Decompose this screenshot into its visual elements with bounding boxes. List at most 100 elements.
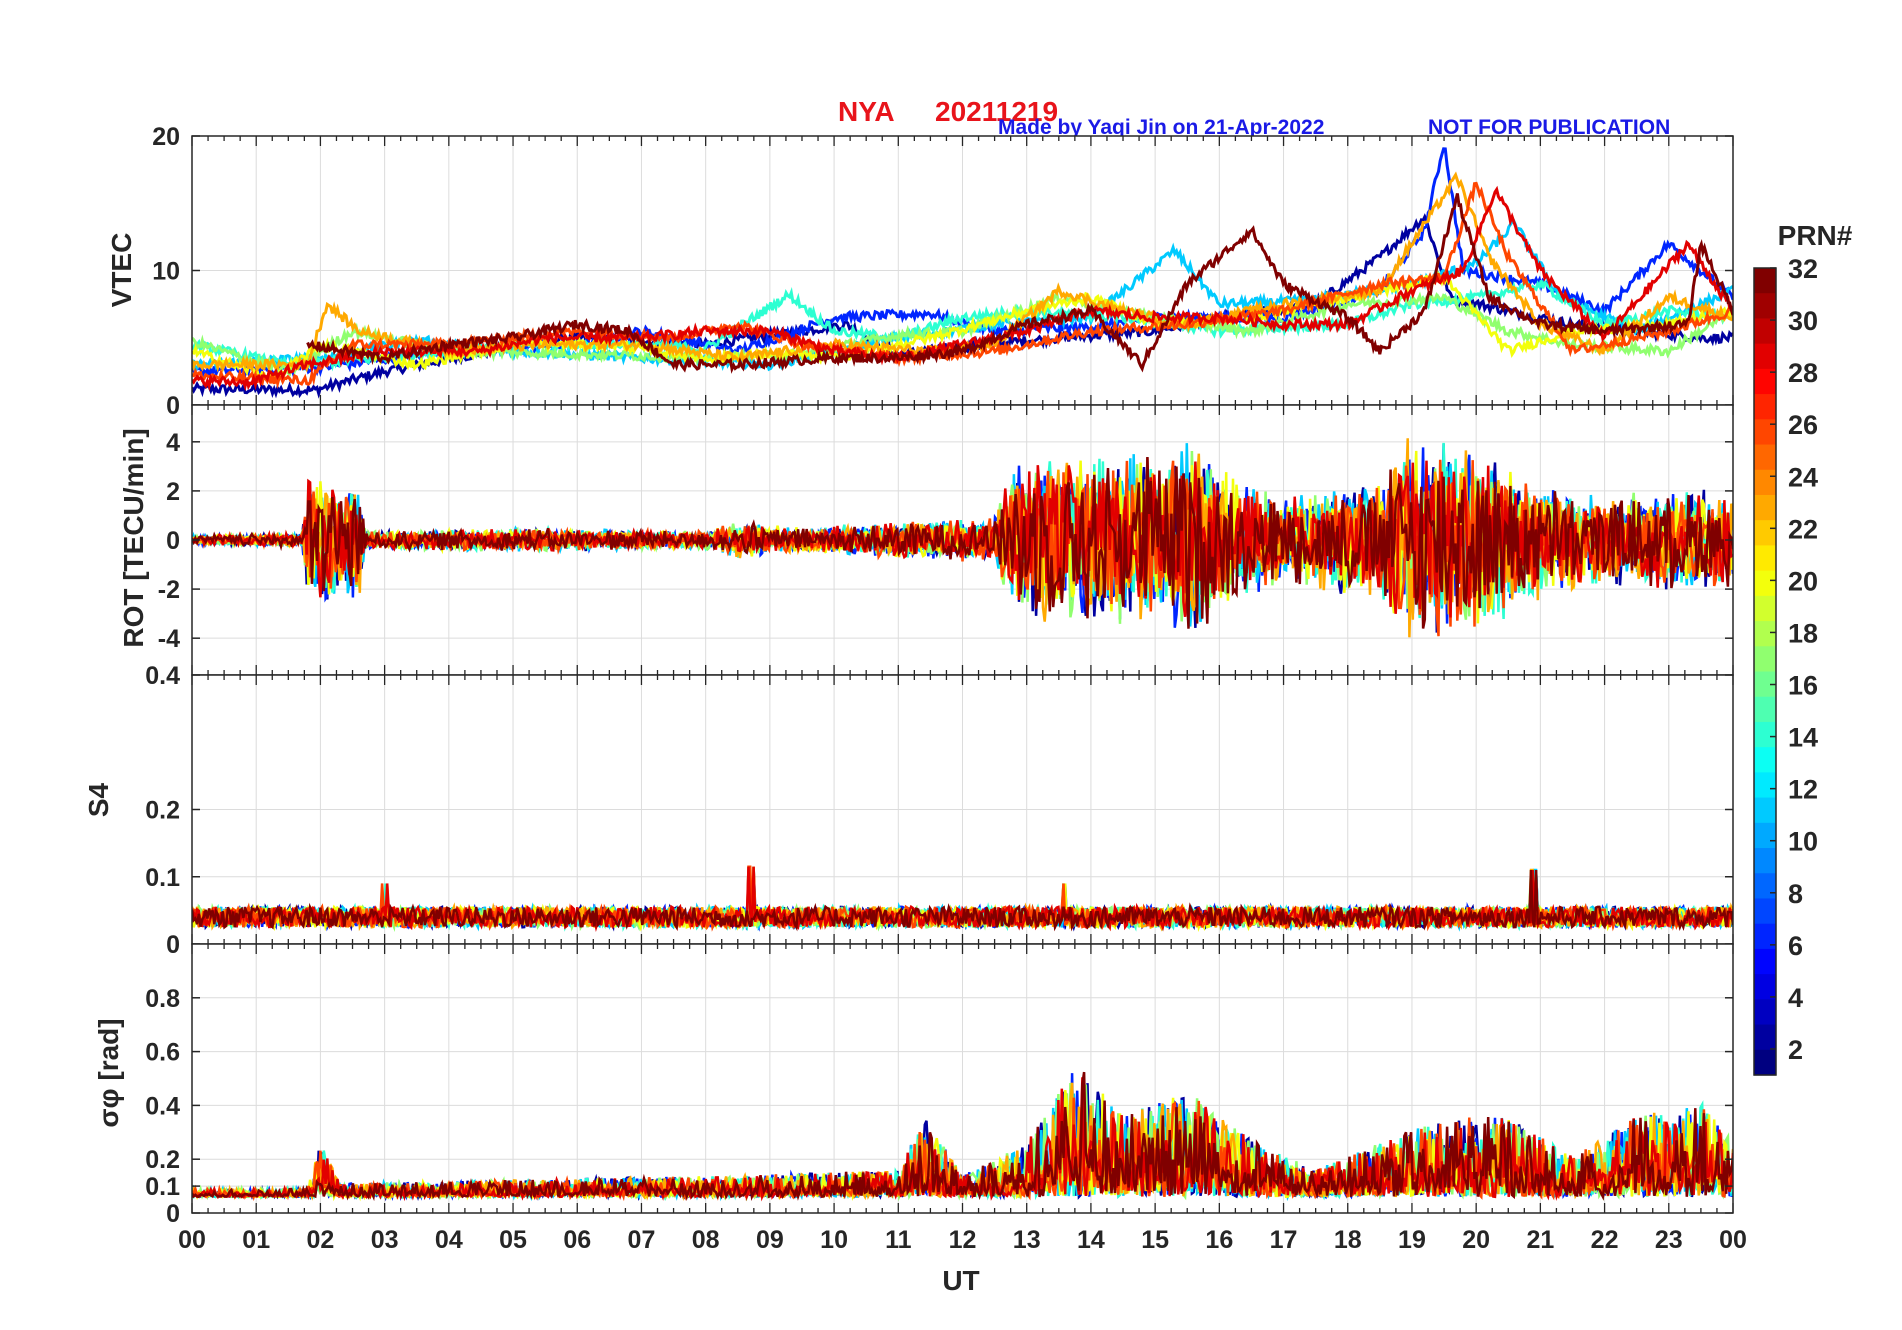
colorbar-level xyxy=(1754,974,1776,1000)
colorbar-tick-label: 22 xyxy=(1788,514,1818,544)
x-tick-label: 00 xyxy=(1719,1226,1747,1254)
x-tick-label: 01 xyxy=(242,1226,270,1254)
x-tick-label: 00 xyxy=(178,1226,206,1254)
x-tick-label: 15 xyxy=(1141,1226,1169,1254)
date-title: 20211219 xyxy=(935,96,1058,127)
rot-ytick-label: -4 xyxy=(158,625,180,653)
sigphi-ytick-label: 0.8 xyxy=(145,985,180,1013)
rot-panel: -4 -2 0 2 4 ROT [TECU/min] xyxy=(118,404,1734,676)
made-by-note: Made by Yaqi Jin on 21-Apr-2022 xyxy=(998,116,1324,139)
colorbar-level xyxy=(1754,772,1776,799)
publication-notice: NOT FOR PUBLICATION xyxy=(1428,116,1670,139)
x-tick-label: 03 xyxy=(371,1226,399,1254)
x-tick-label: 19 xyxy=(1398,1226,1426,1254)
colorbar-level xyxy=(1754,848,1776,874)
colorbar-level xyxy=(1754,948,1776,975)
colorbar-level xyxy=(1754,1024,1776,1051)
colorbar-tick-label: 4 xyxy=(1788,983,1803,1013)
x-tick-label: 20 xyxy=(1462,1226,1490,1254)
colorbar-tick-label: 14 xyxy=(1788,723,1818,753)
colorbar-title: PRN# xyxy=(1778,220,1853,251)
colorbar-level xyxy=(1754,343,1776,370)
colorbar-level xyxy=(1754,419,1776,446)
x-tick-label: 02 xyxy=(307,1226,335,1254)
colorbar-frame xyxy=(1753,267,1777,1076)
colorbar-level xyxy=(1754,444,1776,471)
colorbar-tick-label: 12 xyxy=(1788,775,1818,805)
x-tick-label: 22 xyxy=(1591,1226,1619,1254)
rot-series-prn-32 xyxy=(192,456,1733,629)
colorbar-level xyxy=(1754,520,1776,547)
x-tick-label: 10 xyxy=(820,1226,848,1254)
station-title: NYA xyxy=(838,96,895,127)
colorbar-level xyxy=(1754,822,1776,849)
vtec-ytick-label: 20 xyxy=(152,123,180,151)
colorbar-level xyxy=(1754,268,1776,294)
x-tick-labels: 00 01 02 03 04 05 06 07 08 09 10 11 12 13 14 15 16 17 18 19… xyxy=(178,1226,1747,1254)
vtec-ytick-label: 0 xyxy=(166,392,180,420)
sigphi-ytick-label: 0 xyxy=(166,1200,180,1228)
vtec-series-prn-32 xyxy=(306,193,1733,374)
x-tick-label: 16 xyxy=(1205,1226,1233,1254)
colorbar-tick-label: 24 xyxy=(1788,462,1818,492)
x-tick-label: 06 xyxy=(563,1226,591,1254)
colorbar-tick-label: 32 xyxy=(1788,254,1818,284)
rot-ytick-label: 0 xyxy=(166,527,180,555)
colorbar-level xyxy=(1754,999,1776,1026)
sigphi-ytick-label: 0.6 xyxy=(145,1039,180,1067)
x-tick-label: 07 xyxy=(628,1226,656,1254)
colorbar-level xyxy=(1754,696,1776,723)
x-tick-label: 23 xyxy=(1655,1226,1683,1254)
s4-ytick-label: 0 xyxy=(166,931,180,959)
sigphi-ytick-label: 0.1 xyxy=(145,1173,180,1201)
x-tick-label: 17 xyxy=(1270,1226,1298,1254)
x-tick-label: 12 xyxy=(949,1226,977,1254)
colorbar-level xyxy=(1754,747,1776,773)
x-tick-label: 13 xyxy=(1013,1226,1041,1254)
colorbar-level xyxy=(1754,545,1776,572)
vtec-ytick-label: 10 xyxy=(152,258,180,286)
rot-ytick-label: 4 xyxy=(166,429,180,457)
colorbar-level xyxy=(1754,394,1776,420)
colorbar-tick-label: 28 xyxy=(1788,358,1818,388)
colorbar-tick-label: 16 xyxy=(1788,671,1818,701)
colorbar-level xyxy=(1754,494,1776,521)
colorbar-tick-label: 30 xyxy=(1788,306,1818,336)
s4-series-prn-32 xyxy=(192,869,1733,932)
rot-ytick-label: 2 xyxy=(166,478,180,506)
sigphi-ylabel: σφ [rad] xyxy=(93,1018,124,1127)
sigphi-ytick-label: 0.2 xyxy=(145,1146,180,1174)
colorbar-level xyxy=(1754,797,1776,824)
vtec-ylabel: VTEC xyxy=(106,233,137,308)
sigphi-panel: 00.10.2 0.4 0.6 0.8 σφ [rad] xyxy=(93,943,1734,1228)
rot-ytick-label: -2 xyxy=(158,576,180,604)
sigphi-series-prn-26 xyxy=(192,1097,1733,1202)
colorbar-level xyxy=(1754,368,1776,395)
colorbar-level xyxy=(1754,595,1776,622)
colorbar-level xyxy=(1754,293,1776,320)
colorbar-tick-label: 18 xyxy=(1788,618,1818,648)
colorbar-level xyxy=(1754,570,1776,597)
colorbar-level xyxy=(1754,621,1776,647)
colorbar-level xyxy=(1754,721,1776,748)
x-tick-label: 05 xyxy=(499,1226,527,1254)
x-tick-label: 14 xyxy=(1077,1226,1105,1254)
x-tick-label: 04 xyxy=(435,1226,463,1254)
colorbar-tick-label: 6 xyxy=(1788,931,1803,961)
colorbar-level xyxy=(1754,873,1776,900)
x-axis-label: UT xyxy=(942,1265,979,1296)
x-tick-label: 11 xyxy=(885,1226,912,1254)
colorbar-tick-label: 2 xyxy=(1788,1035,1803,1065)
colorbar-level xyxy=(1754,646,1776,673)
colorbar-level xyxy=(1754,898,1776,925)
x-tick-label: 08 xyxy=(692,1226,720,1254)
vtec-series-prn-29 xyxy=(192,185,1733,392)
s4-ylabel: S4 xyxy=(83,782,114,817)
vtec-panel: 0 10 20 VTEC xyxy=(106,123,1734,420)
s4-ytick-label: 0.2 xyxy=(145,797,180,825)
colorbar-level xyxy=(1754,1049,1776,1076)
sigphi-axis-box xyxy=(191,943,1734,1214)
sigphi-ytick-label: 0.4 xyxy=(145,1092,180,1120)
x-tick-label: 21 xyxy=(1526,1226,1554,1254)
